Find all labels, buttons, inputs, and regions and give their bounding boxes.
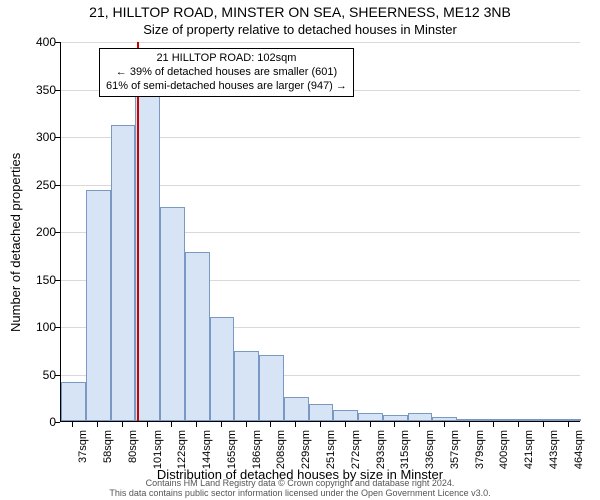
x-tick-label: 144sqm bbox=[201, 430, 213, 470]
bar bbox=[432, 417, 457, 421]
annotation-line: 21 HILLTOP ROAD: 102sqm bbox=[106, 52, 347, 66]
chart-title: 21, HILLTOP ROAD, MINSTER ON SEA, SHEERN… bbox=[0, 4, 600, 20]
bar bbox=[135, 94, 160, 421]
bar bbox=[234, 351, 259, 421]
annotation-box: 21 HILLTOP ROAD: 102sqm← 39% of detached… bbox=[99, 48, 354, 97]
x-tick-label: 272sqm bbox=[350, 430, 362, 470]
y-tick-label: 250 bbox=[16, 178, 56, 192]
marker-line bbox=[137, 42, 139, 421]
chart-subtitle: Size of property relative to detached ho… bbox=[0, 22, 600, 37]
x-tick-label: 315sqm bbox=[399, 430, 411, 470]
chart-container: 21, HILLTOP ROAD, MINSTER ON SEA, SHEERN… bbox=[0, 0, 600, 500]
x-tick-mark bbox=[171, 422, 172, 427]
x-tick-label: 293sqm bbox=[375, 430, 387, 470]
x-tick-label: 357sqm bbox=[449, 430, 461, 470]
bar bbox=[284, 397, 309, 421]
x-tick-mark bbox=[568, 422, 569, 427]
x-tick-label: 186sqm bbox=[251, 430, 263, 470]
x-tick-mark bbox=[493, 422, 494, 427]
x-tick-mark bbox=[97, 422, 98, 427]
x-tick-label: 37sqm bbox=[77, 430, 89, 470]
x-tick-mark bbox=[469, 422, 470, 427]
bar bbox=[531, 419, 556, 421]
bar bbox=[507, 419, 532, 421]
x-tick-mark bbox=[246, 422, 247, 427]
bar bbox=[86, 190, 111, 421]
bar bbox=[556, 419, 581, 421]
bar bbox=[111, 125, 136, 421]
plot-area: 21 HILLTOP ROAD: 102sqm← 39% of detached… bbox=[60, 42, 580, 422]
bar bbox=[61, 382, 86, 421]
x-tick-label: 443sqm bbox=[548, 430, 560, 470]
x-tick-label: 122sqm bbox=[176, 430, 188, 470]
bar bbox=[383, 415, 408, 421]
x-tick-label: 421sqm bbox=[523, 430, 535, 470]
x-tick-mark bbox=[320, 422, 321, 427]
annotation-line: ← 39% of detached houses are smaller (60… bbox=[106, 66, 347, 80]
y-tick-label: 300 bbox=[16, 130, 56, 144]
x-tick-label: 464sqm bbox=[573, 430, 585, 470]
x-tick-mark bbox=[518, 422, 519, 427]
x-tick-mark bbox=[72, 422, 73, 427]
y-tick-label: 350 bbox=[16, 83, 56, 97]
x-tick-mark bbox=[444, 422, 445, 427]
bars-layer bbox=[61, 42, 580, 421]
x-tick-label: 229sqm bbox=[300, 430, 312, 470]
x-tick-mark bbox=[370, 422, 371, 427]
x-tick-mark bbox=[196, 422, 197, 427]
x-tick-label: 58sqm bbox=[102, 430, 114, 470]
x-tick-mark bbox=[345, 422, 346, 427]
x-tick-label: 251sqm bbox=[325, 430, 337, 470]
bar bbox=[309, 404, 334, 421]
bar bbox=[358, 413, 383, 421]
y-tick-label: 400 bbox=[16, 35, 56, 49]
bar bbox=[333, 410, 358, 421]
x-tick-label: 379sqm bbox=[474, 430, 486, 470]
x-tick-mark bbox=[270, 422, 271, 427]
y-tick-label: 0 bbox=[16, 415, 56, 429]
bar bbox=[185, 252, 210, 421]
x-tick-label: 80sqm bbox=[127, 430, 139, 470]
bar bbox=[408, 413, 433, 421]
y-tick-label: 100 bbox=[16, 320, 56, 334]
bar bbox=[210, 317, 235, 422]
x-tick-label: 208sqm bbox=[275, 430, 287, 470]
bar bbox=[160, 207, 185, 421]
footer-line2: This data contains public sector informa… bbox=[109, 488, 490, 498]
x-tick-label: 101sqm bbox=[152, 430, 164, 470]
x-tick-mark bbox=[295, 422, 296, 427]
bar bbox=[259, 355, 284, 422]
x-tick-label: 400sqm bbox=[498, 430, 510, 470]
x-tick-mark bbox=[147, 422, 148, 427]
x-tick-mark bbox=[543, 422, 544, 427]
y-tick-label: 200 bbox=[16, 225, 56, 239]
y-tick-label: 150 bbox=[16, 273, 56, 287]
x-tick-mark bbox=[419, 422, 420, 427]
x-tick-mark bbox=[394, 422, 395, 427]
footer-text: Contains HM Land Registry data © Crown c… bbox=[0, 479, 600, 499]
annotation-line: 61% of semi-detached houses are larger (… bbox=[106, 80, 347, 94]
x-tick-mark bbox=[122, 422, 123, 427]
x-tick-label: 165sqm bbox=[226, 430, 238, 470]
bar bbox=[482, 419, 507, 421]
x-tick-mark bbox=[221, 422, 222, 427]
footer-line1: Contains HM Land Registry data © Crown c… bbox=[146, 478, 455, 488]
bar bbox=[457, 419, 482, 421]
x-tick-label: 336sqm bbox=[424, 430, 436, 470]
y-tick-label: 50 bbox=[16, 368, 56, 382]
